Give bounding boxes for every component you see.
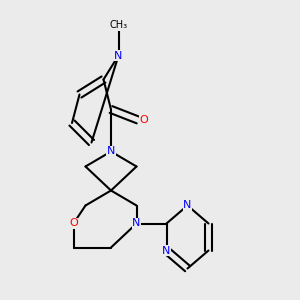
Text: O: O [140, 115, 148, 125]
Text: N: N [132, 218, 141, 229]
Text: N: N [162, 245, 171, 256]
Text: O: O [69, 218, 78, 229]
Text: N: N [114, 50, 123, 61]
Text: N: N [183, 200, 192, 211]
Text: N: N [107, 146, 115, 157]
Text: CH₃: CH₃ [110, 20, 128, 31]
